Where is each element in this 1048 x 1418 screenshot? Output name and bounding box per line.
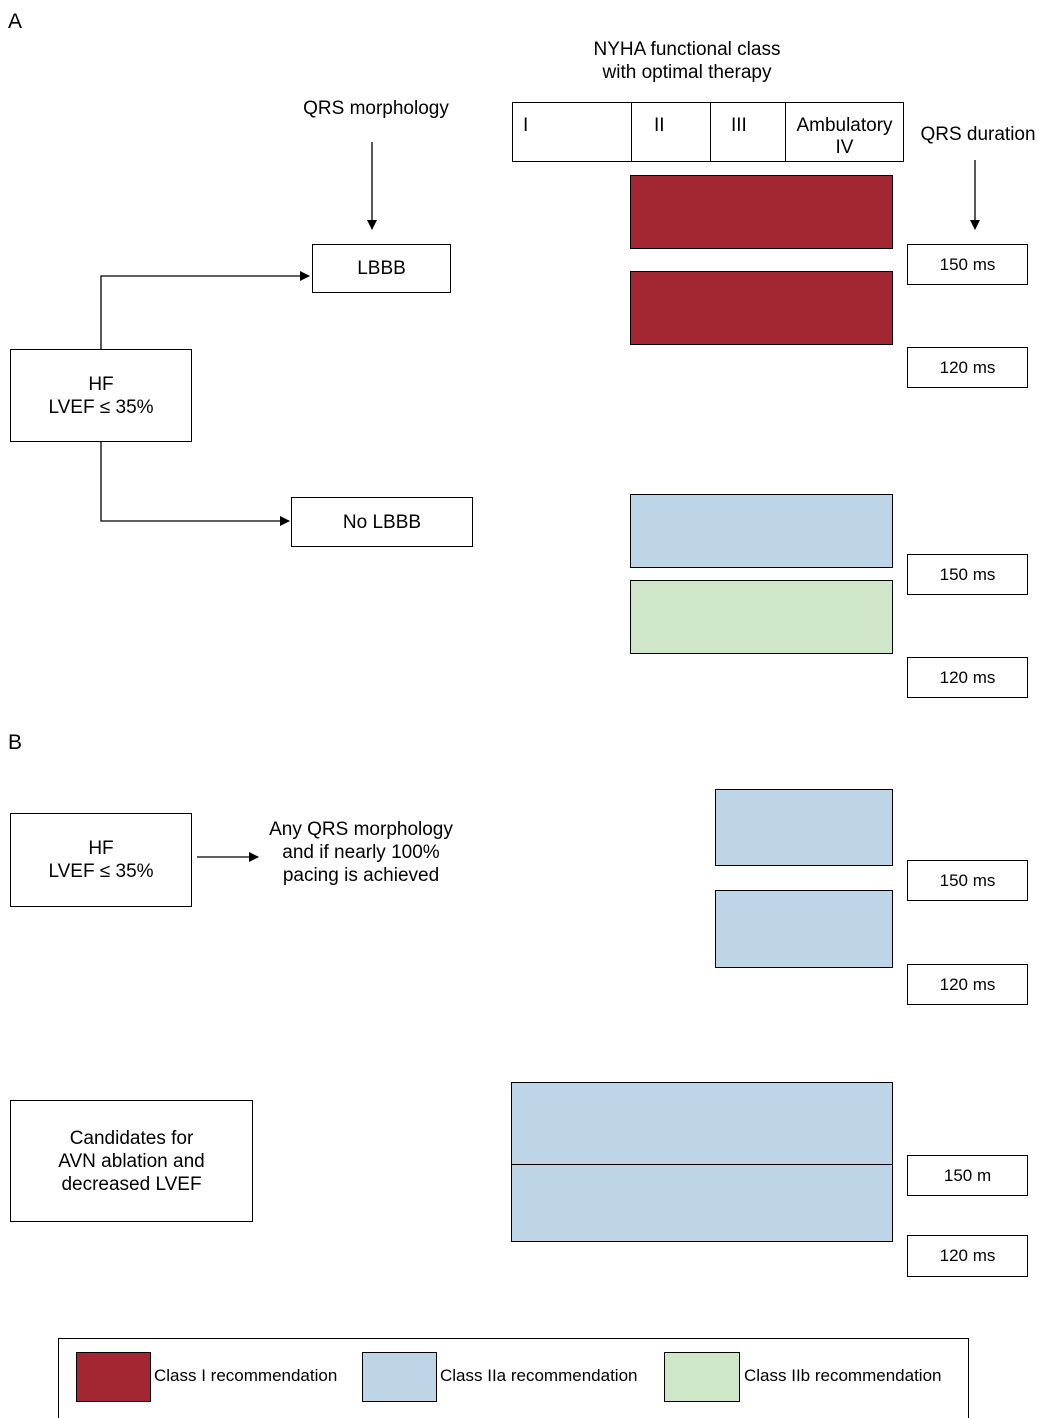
- qrs-duration-label: QRS duration: [920, 124, 1036, 145]
- duration-box-b1: 150 ms: [907, 860, 1028, 901]
- legend-swatch-class-i: [76, 1352, 151, 1402]
- legend-swatch-class-iia: [362, 1352, 437, 1402]
- nyha-class-ambulatory-iv-label: Ambulatory IV: [796, 115, 893, 158]
- pacing-text-line-2: and if nearly 100%: [282, 842, 440, 863]
- class-i-bar-lbbb-150: [630, 175, 893, 249]
- nyha-class-ii-label: II: [654, 115, 665, 136]
- duration-label-a3: 150 ms: [939, 564, 996, 584]
- nyha-class-iii-label: III: [731, 115, 747, 136]
- qrs-morphology-label: QRS morphology: [303, 98, 449, 119]
- nyha-class-i-label: I: [523, 115, 529, 136]
- avn-box-line-1: Candidates for: [69, 1127, 194, 1149]
- hf-box-a: HF LVEF ≤ 35%: [10, 349, 192, 442]
- hf-box-a-line-2: LVEF ≤ 35%: [48, 396, 154, 418]
- class-iia-bar-avn-150: [511, 1082, 893, 1165]
- duration-label-a4: 120 ms: [939, 667, 996, 687]
- nyha-title: NYHA functional class with optimal thera…: [512, 38, 862, 84]
- no-lbbb-box: No LBBB: [291, 497, 473, 547]
- class-i-bar-lbbb-120: [630, 271, 893, 345]
- hf-box-a-line-1: HF: [88, 373, 114, 395]
- legend-label-class-iia: Class IIa recommendation: [440, 1366, 638, 1385]
- duration-label-a1: 150 ms: [939, 254, 996, 274]
- no-lbbb-label: No LBBB: [342, 511, 422, 533]
- class-iia-bar-avn-120: [511, 1164, 893, 1242]
- class-iia-bar-no-lbbb-150: [630, 494, 893, 568]
- duration-box-a2: 120 ms: [907, 347, 1028, 388]
- legend-swatch-class-iib: [664, 1352, 740, 1402]
- lbbb-box: LBBB: [312, 244, 451, 293]
- duration-label-b3: 150 m: [943, 1165, 992, 1185]
- duration-box-b3: 150 m: [907, 1155, 1028, 1196]
- duration-label-b1: 150 ms: [939, 870, 996, 890]
- duration-label-b2: 120 ms: [939, 974, 996, 994]
- hf-to-lbbb-arrow: [100, 271, 310, 349]
- nyha-class-iii: III: [710, 102, 786, 162]
- legend-label-class-iib: Class IIb recommendation: [744, 1366, 942, 1385]
- nyha-title-line-2: with optimal therapy: [602, 62, 772, 83]
- duration-box-b2: 120 ms: [907, 964, 1028, 1005]
- avn-ablation-box: Candidates for AVN ablation and decrease…: [10, 1100, 253, 1222]
- hf-to-no-lbbb-arrow: [100, 441, 290, 526]
- panel-a-letter: A: [8, 10, 23, 33]
- nyha-class-ii: II: [631, 102, 711, 162]
- pacing-text-line-3: pacing is achieved: [282, 865, 440, 886]
- legend-label-class-i: Class I recommendation: [154, 1366, 338, 1385]
- duration-label-a2: 120 ms: [939, 357, 996, 377]
- duration-box-b4: 120 ms: [907, 1235, 1028, 1277]
- pacing-text: Any QRS morphology and if nearly 100% pa…: [250, 818, 472, 887]
- legend: [58, 1338, 969, 1418]
- nyha-title-line-1: NYHA functional class: [593, 39, 781, 60]
- duration-box-a4: 120 ms: [907, 657, 1028, 698]
- hf-box-b-line-2: LVEF ≤ 35%: [48, 861, 154, 882]
- class-iib-bar-no-lbbb-120: [630, 580, 893, 654]
- nyha-class-i: I: [512, 102, 632, 162]
- duration-box-a1: 150 ms: [907, 244, 1028, 285]
- class-iia-bar-pacing-120: [715, 890, 893, 968]
- avn-box-line-2: AVN ablation and: [58, 1150, 205, 1172]
- avn-box-line-3: decreased LVEF: [61, 1173, 202, 1195]
- panel-b-letter: B: [8, 731, 23, 754]
- duration-label-b4: 120 ms: [939, 1246, 996, 1265]
- hf-box-b-line-1: HF: [88, 838, 114, 859]
- pacing-text-line-1: Any QRS morphology: [269, 819, 453, 840]
- duration-box-a3: 150 ms: [907, 554, 1028, 595]
- nyha-class-ambulatory-iv: Ambulatory IV: [785, 102, 904, 162]
- lbbb-label: LBBB: [357, 258, 406, 279]
- class-iia-bar-pacing-150: [715, 789, 893, 866]
- hf-box-b: HF LVEF ≤ 35%: [10, 813, 192, 907]
